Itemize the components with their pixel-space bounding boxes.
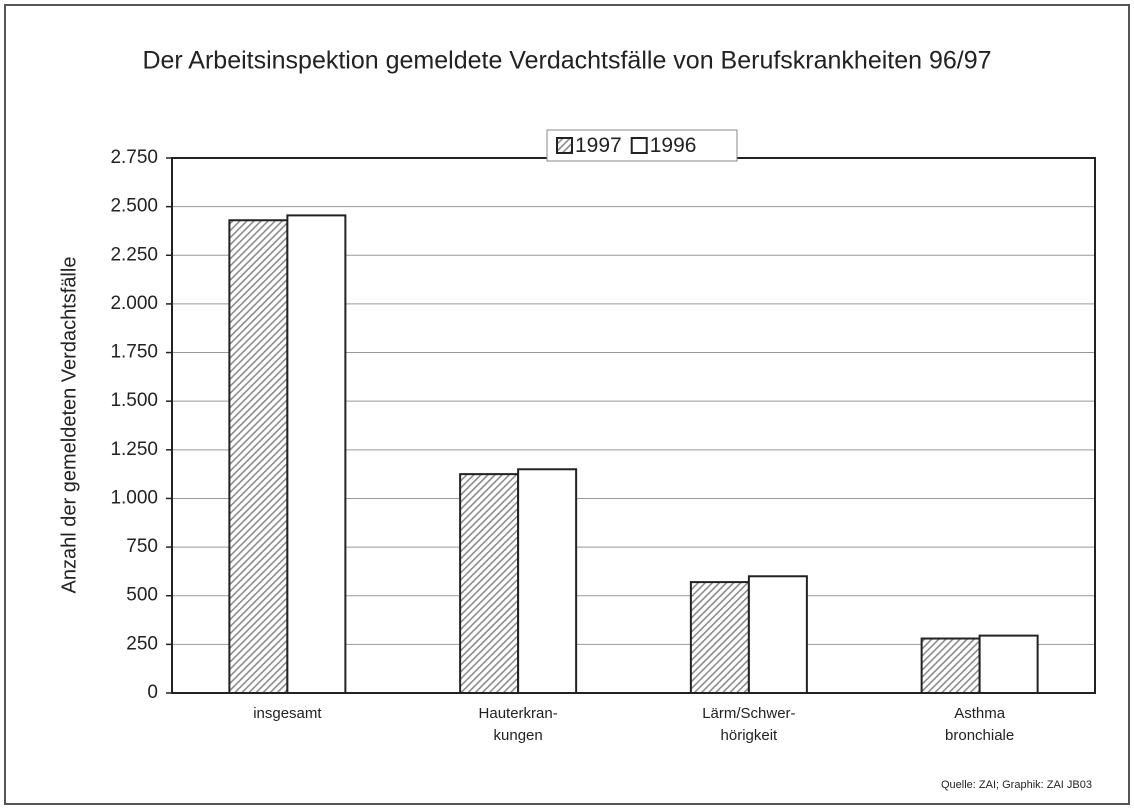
y-tick-label: 1.000 <box>110 487 158 508</box>
bar <box>517 468 578 695</box>
legend-swatch <box>630 137 648 154</box>
y-tick-label: 2.250 <box>110 244 158 265</box>
frame <box>4 4 1130 805</box>
y-tick-label: 2.000 <box>110 293 158 314</box>
y-axis-label: Anzahl der gemeldeten Verdachtsfälle <box>58 257 80 594</box>
x-tick-label: insgesamt <box>253 705 322 722</box>
y-tick-label: 0 <box>147 682 158 703</box>
y-tick-label: 1.750 <box>110 342 158 363</box>
source: Quelle: ZAI; Graphik: ZAI JB03 <box>941 779 1092 791</box>
chart-title: Der Arbeitsinspektion gemeldete Verdacht… <box>142 47 991 75</box>
y-tick-label: 250 <box>126 633 158 654</box>
y-tick-label: 1.500 <box>110 390 158 411</box>
bar <box>689 581 750 694</box>
y-tick-label: 2.750 <box>110 147 158 168</box>
x-tick-label: Asthma bronchiale <box>945 705 1015 744</box>
y-tick-label: 1.250 <box>110 439 158 460</box>
y-tick-label: 500 <box>126 585 158 606</box>
y-tick-label: 750 <box>126 536 158 557</box>
x-tick-label: Hauterkran- kungen <box>478 705 558 744</box>
bar <box>459 473 520 694</box>
bar <box>920 637 981 695</box>
bar <box>978 634 1039 694</box>
legend-label: 1997 <box>575 134 622 157</box>
bar <box>228 219 289 694</box>
x-tick-label: Lärm/Schwer- hörigkeit <box>702 705 796 744</box>
bar <box>747 575 808 694</box>
legend-label: 1996 <box>650 134 697 157</box>
legend-swatch <box>556 137 573 154</box>
y-tick-label: 2.500 <box>110 196 158 217</box>
bar <box>286 214 347 695</box>
